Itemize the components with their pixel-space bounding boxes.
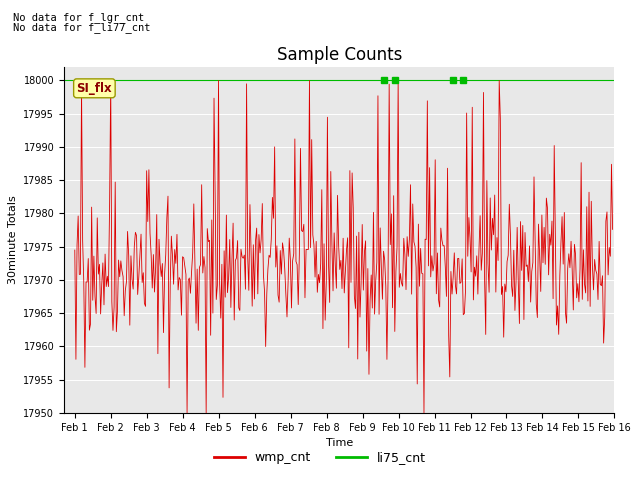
Text: No data for f_li77_cnt: No data for f_li77_cnt [13,22,150,33]
Y-axis label: 30minute Totals: 30minute Totals [8,196,18,284]
Text: No data for f_lgr_cnt: No data for f_lgr_cnt [13,12,144,23]
Text: SI_flx: SI_flx [77,82,112,95]
X-axis label: Time: Time [326,438,353,448]
Title: Sample Counts: Sample Counts [276,46,402,64]
Legend: wmp_cnt, li75_cnt: wmp_cnt, li75_cnt [209,446,431,469]
